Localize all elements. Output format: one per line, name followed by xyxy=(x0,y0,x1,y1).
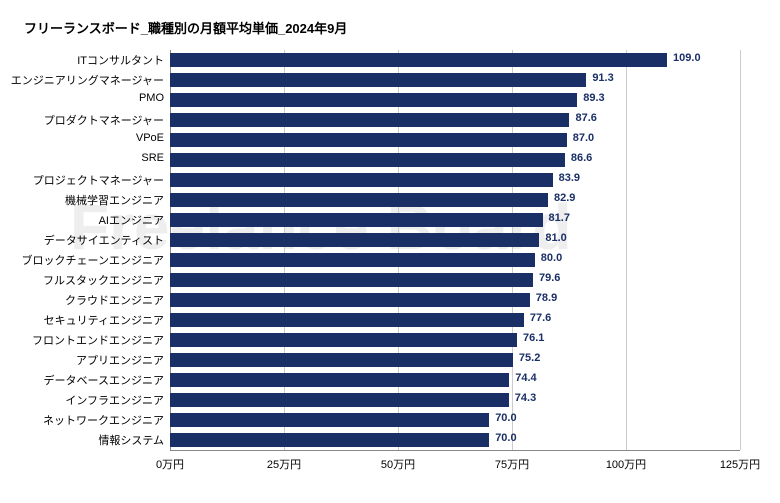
bar-category-label: インフラエンジニア xyxy=(4,392,164,408)
bar-value-label: 87.0 xyxy=(573,132,594,144)
bar-value-label: 79.6 xyxy=(539,272,560,284)
bar-category-label: ITコンサルタント xyxy=(4,52,164,68)
bar xyxy=(170,253,535,267)
bar-value-label: 76.1 xyxy=(523,332,544,344)
bar-value-label: 81.0 xyxy=(545,232,566,244)
bar xyxy=(170,393,509,407)
bar xyxy=(170,313,524,327)
bar-value-label: 91.3 xyxy=(592,72,613,84)
x-tick-label: 75万円 xyxy=(482,456,542,472)
bar xyxy=(170,173,553,187)
bar-category-label: エンジニアリングマネージャー xyxy=(4,72,164,88)
bar xyxy=(170,213,543,227)
bar-category-label: 機械学習エンジニア xyxy=(4,192,164,208)
bar-value-label: 75.2 xyxy=(519,352,540,364)
bar xyxy=(170,433,489,447)
bar-category-label: セキュリティエンジニア xyxy=(4,312,164,328)
bar-value-label: 77.6 xyxy=(530,312,551,324)
bar xyxy=(170,233,539,247)
bar-value-label: 81.7 xyxy=(549,212,570,224)
bar-category-label: アプリエンジニア xyxy=(4,352,164,368)
grid-line xyxy=(284,50,285,450)
bar-value-label: 109.0 xyxy=(673,52,701,64)
x-tick-label: 100万円 xyxy=(596,456,656,472)
bar-category-label: フロントエンドエンジニア xyxy=(4,332,164,348)
bar-category-label: ネットワークエンジニア xyxy=(4,412,164,428)
bar-category-label: フルスタックエンジニア xyxy=(4,272,164,288)
bar-value-label: 74.4 xyxy=(515,372,536,384)
bar-value-label: 87.6 xyxy=(575,112,596,124)
bar-category-label: 情報システム xyxy=(4,432,164,448)
bar-category-label: プロダクトマネージャー xyxy=(4,112,164,128)
bar xyxy=(170,93,577,107)
bar xyxy=(170,353,513,367)
bar xyxy=(170,133,567,147)
bar-category-label: プロジェクトマネージャー xyxy=(4,172,164,188)
bar-value-label: 89.3 xyxy=(583,92,604,104)
bar-value-label: 70.0 xyxy=(495,412,516,424)
grid-line xyxy=(398,50,399,450)
bar-value-label: 70.0 xyxy=(495,432,516,444)
bar xyxy=(170,373,509,387)
y-axis-line xyxy=(170,50,171,450)
x-tick-label: 0万円 xyxy=(140,456,200,472)
x-tick-label: 50万円 xyxy=(368,456,428,472)
bar-value-label: 82.9 xyxy=(554,192,575,204)
bar-category-label: VPoE xyxy=(4,132,164,144)
bar xyxy=(170,53,667,67)
bar xyxy=(170,333,517,347)
x-tick-label: 125万円 xyxy=(710,456,770,472)
bar-value-label: 78.9 xyxy=(536,292,557,304)
bar-value-label: 83.9 xyxy=(559,172,580,184)
grid-line xyxy=(740,50,741,450)
bar-category-label: ブロックチェーンエンジニア xyxy=(4,252,164,268)
bar xyxy=(170,413,489,427)
bar-category-label: データベースエンジニア xyxy=(4,372,164,388)
bar xyxy=(170,193,548,207)
chart-title: フリーランスボード_職種別の月額平均単価_2024年9月 xyxy=(24,18,347,37)
bar-category-label: クラウドエンジニア xyxy=(4,292,164,308)
bar-value-label: 80.0 xyxy=(541,252,562,264)
grid-line xyxy=(626,50,627,450)
bar-category-label: SRE xyxy=(4,152,164,164)
bar-category-label: AIエンジニア xyxy=(4,212,164,228)
bar-value-label: 86.6 xyxy=(571,152,592,164)
x-axis-line xyxy=(170,450,740,451)
bar-category-label: データサイエンティスト xyxy=(4,232,164,248)
bar-value-label: 74.3 xyxy=(515,392,536,404)
grid-line xyxy=(512,50,513,450)
bar xyxy=(170,273,533,287)
bar-category-label: PMO xyxy=(4,92,164,104)
bar xyxy=(170,73,586,87)
bar xyxy=(170,153,565,167)
bar xyxy=(170,293,530,307)
bar xyxy=(170,113,569,127)
x-tick-label: 25万円 xyxy=(254,456,314,472)
